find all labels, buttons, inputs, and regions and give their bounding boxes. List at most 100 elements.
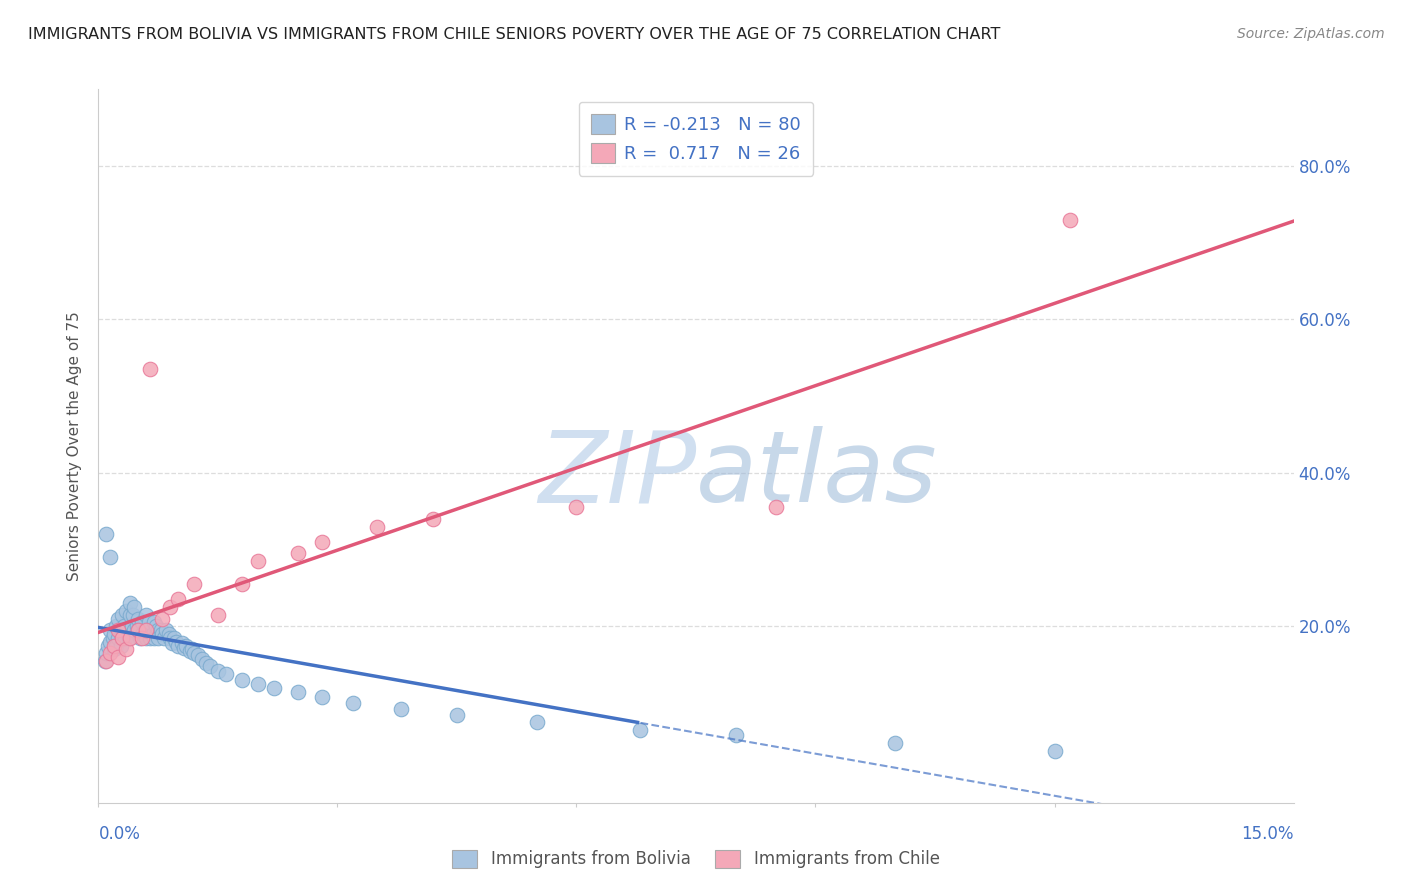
Point: [107, 650, 129, 665]
Point: [163, 631, 186, 645]
Point: [110, 627, 132, 641]
Point: [101, 631, 124, 645]
Point: [107, 631, 129, 645]
Point: [97, 639, 120, 653]
Point: [215, 666, 238, 681]
Point: [148, 631, 170, 645]
Point: [628, 723, 651, 737]
Point: [107, 623, 129, 637]
Point: [111, 607, 134, 622]
Point: [142, 627, 165, 641]
Point: [311, 690, 333, 704]
Text: atlas: atlas: [696, 426, 938, 523]
Point: [181, 642, 204, 657]
Point: [104, 639, 127, 653]
Point: [128, 631, 150, 645]
Text: IMMIGRANTS FROM BOLIVIA VS IMMIGRANTS FROM CHILE SENIORS POVERTY OVER THE AGE OF: IMMIGRANTS FROM BOLIVIA VS IMMIGRANTS FR…: [28, 27, 1001, 42]
Point: [884, 736, 907, 750]
Point: [114, 631, 136, 645]
Point: [246, 554, 269, 568]
Point: [145, 619, 167, 633]
Point: [131, 627, 153, 641]
Point: [526, 715, 548, 730]
Text: 0.0%: 0.0%: [98, 825, 141, 843]
Point: [172, 636, 194, 650]
Point: [246, 677, 269, 691]
Point: [124, 600, 146, 615]
Point: [120, 607, 142, 622]
Point: [198, 659, 221, 673]
Text: 15.0%: 15.0%: [1241, 825, 1294, 843]
Point: [155, 623, 177, 637]
Point: [96, 654, 118, 668]
Point: [565, 500, 588, 515]
Point: [115, 604, 138, 618]
Point: [111, 623, 134, 637]
Text: Source: ZipAtlas.com: Source: ZipAtlas.com: [1237, 27, 1385, 41]
Point: [98, 646, 122, 660]
Point: [389, 702, 412, 716]
Text: ZIP: ZIP: [537, 426, 696, 523]
Point: [159, 600, 181, 615]
Point: [149, 623, 172, 637]
Point: [98, 634, 122, 648]
Point: [152, 631, 174, 645]
Point: [1043, 744, 1066, 758]
Point: [150, 627, 173, 641]
Point: [135, 631, 157, 645]
Point: [104, 619, 127, 633]
Point: [174, 639, 197, 653]
Point: [127, 612, 149, 626]
Point: [191, 651, 214, 665]
Point: [136, 623, 159, 637]
Point: [135, 623, 157, 637]
Point: [366, 519, 388, 533]
Point: [139, 631, 162, 645]
Point: [112, 619, 135, 633]
Point: [124, 623, 146, 637]
Point: [121, 607, 143, 622]
Point: [98, 550, 122, 565]
Point: [207, 607, 229, 622]
Point: [183, 646, 205, 660]
Point: [183, 577, 205, 591]
Point: [207, 664, 229, 678]
Point: [134, 623, 156, 637]
Point: [103, 642, 125, 657]
Point: [446, 707, 468, 722]
Point: [143, 631, 166, 645]
Point: [765, 500, 787, 515]
Point: [167, 592, 190, 607]
Point: [187, 648, 209, 663]
Point: [120, 631, 142, 645]
Point: [139, 362, 162, 376]
Point: [135, 607, 157, 622]
Point: [1059, 212, 1081, 227]
Point: [148, 623, 170, 637]
Point: [94, 654, 117, 668]
Point: [115, 642, 138, 657]
Point: [138, 615, 160, 630]
Point: [166, 634, 188, 648]
Point: [159, 631, 181, 645]
Point: [118, 631, 141, 645]
Point: [287, 546, 309, 560]
Point: [160, 636, 183, 650]
Point: [167, 639, 190, 653]
Point: [143, 615, 166, 630]
Point: [131, 615, 153, 630]
Point: [127, 623, 149, 637]
Point: [120, 596, 142, 610]
Point: [150, 612, 173, 626]
Point: [311, 535, 333, 549]
Point: [103, 627, 125, 641]
Point: [125, 619, 148, 633]
Point: [342, 696, 364, 710]
Point: [96, 527, 118, 541]
Point: [111, 631, 134, 645]
Point: [173, 640, 195, 655]
Point: [263, 681, 285, 695]
Point: [103, 639, 125, 653]
Point: [127, 623, 149, 637]
Point: [287, 684, 309, 698]
